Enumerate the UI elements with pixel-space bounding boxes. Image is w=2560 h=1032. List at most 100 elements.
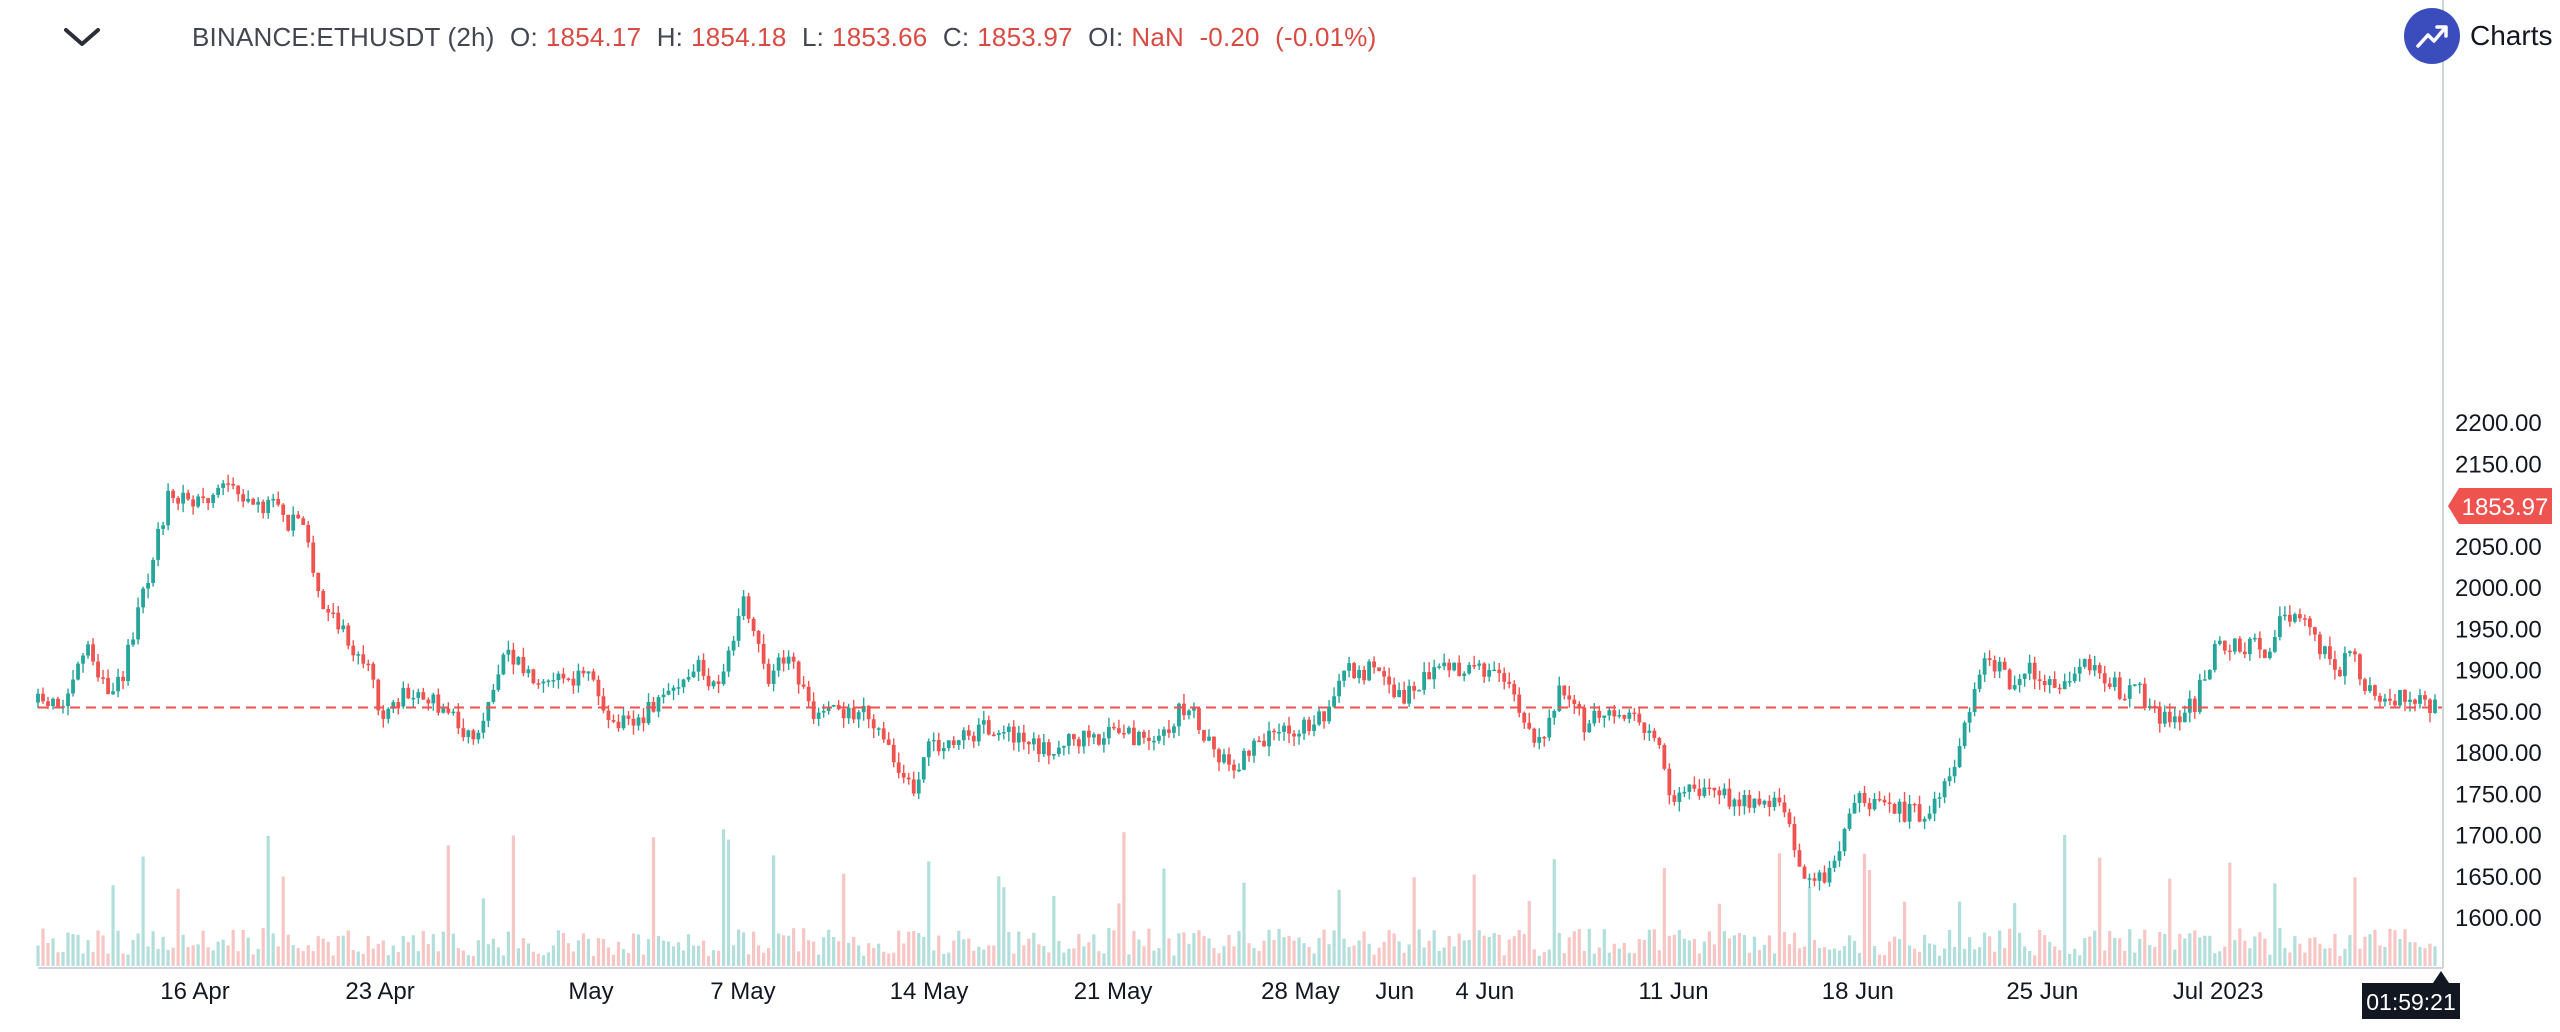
- charts-badge-label[interactable]: Charts p: [2470, 20, 2560, 51]
- volume-bar: [1973, 949, 1977, 966]
- candle-body: [981, 720, 986, 725]
- volume-bar: [1902, 901, 1907, 966]
- candle-body: [1657, 738, 1662, 746]
- candle-body: [1302, 719, 1306, 734]
- volume-bar: [1132, 931, 1136, 966]
- candle-body: [1372, 661, 1377, 668]
- volume-bar: [1457, 933, 1461, 966]
- volume-bar: [1627, 952, 1631, 966]
- volume-bar: [596, 938, 601, 966]
- candle-body: [2037, 679, 2042, 682]
- volume-bar: [276, 946, 280, 966]
- volume-bar: [1792, 932, 1797, 966]
- trend-up-icon[interactable]: [2404, 8, 2460, 64]
- volume-bar: [1052, 895, 1056, 966]
- volume-bar: [2253, 936, 2257, 966]
- volume-bar: [181, 934, 185, 966]
- volume-bar: [1532, 949, 1536, 966]
- volume-bar: [71, 934, 75, 966]
- volume-bar: [561, 933, 566, 966]
- volume-bar: [501, 955, 505, 966]
- candle-body: [2282, 614, 2287, 617]
- volume-bar: [2273, 883, 2277, 966]
- candle-body: [371, 663, 376, 680]
- volume-bar: [416, 951, 420, 966]
- candle-body: [2007, 669, 2012, 690]
- volume-bar: [1993, 951, 1997, 966]
- volume-bar: [2038, 929, 2042, 966]
- candle-body: [1872, 798, 1877, 810]
- volume-bar: [997, 876, 1001, 966]
- candle-body: [781, 657, 786, 664]
- candle-body: [1947, 776, 1952, 782]
- volume-bar: [1287, 936, 1291, 966]
- candle-body: [1267, 730, 1271, 747]
- candle-body: [76, 663, 80, 680]
- volume-bar: [1582, 950, 1586, 966]
- candle-body: [711, 681, 716, 687]
- candle-body: [1462, 673, 1467, 677]
- candle-body: [861, 705, 866, 713]
- volume-bar: [1807, 887, 1812, 966]
- candle-body: [1707, 787, 1712, 790]
- volume-bar: [2178, 933, 2182, 966]
- volume-bar: [2283, 947, 2287, 966]
- candle-body: [1807, 878, 1812, 880]
- candle-body: [1742, 794, 1747, 807]
- candle-body: [1737, 799, 1742, 807]
- volume-bar: [356, 951, 360, 966]
- volume-bar: [1687, 940, 1691, 966]
- volume-bar: [1072, 948, 1076, 966]
- volume-bar: [1612, 943, 1616, 966]
- candle-body: [1762, 800, 1767, 805]
- volume-bar: [1242, 882, 1246, 966]
- candle-body: [746, 596, 751, 619]
- volume-bar: [636, 934, 641, 966]
- candle-body: [2027, 662, 2032, 674]
- volume-bar: [626, 952, 631, 966]
- volume-bar: [1407, 944, 1411, 966]
- candle-body: [1597, 710, 1602, 718]
- time-axis[interactable]: 16 Apr 23 Apr May 7 May 14 May 21 May 28 May Ju…: [160, 978, 2263, 1005]
- volume-bar: [1427, 940, 1431, 966]
- volume-bar: [456, 948, 460, 966]
- y-tick-label: 1950.00: [2455, 616, 2542, 643]
- volume-bar: [2183, 938, 2187, 966]
- chevron-down-icon[interactable]: [58, 20, 106, 56]
- volume-bar: [586, 938, 591, 966]
- candle-body: [246, 498, 251, 502]
- volume-bar: [1917, 951, 1922, 966]
- candle-body: [1016, 732, 1021, 743]
- candle-body: [1232, 764, 1236, 771]
- candle-body: [2072, 673, 2077, 682]
- volume-bar: [731, 945, 736, 966]
- volume-bar: [491, 938, 495, 966]
- candle-body: [266, 499, 271, 514]
- candle-body: [1877, 798, 1882, 801]
- volume-bar: [1162, 868, 1166, 966]
- candle-body: [2042, 681, 2047, 686]
- volume-bar: [932, 950, 936, 966]
- volume-bar: [1252, 947, 1256, 966]
- candle-body: [156, 528, 161, 560]
- candle-body: [426, 699, 431, 704]
- candle-body: [1402, 689, 1407, 704]
- volume-bar: [296, 947, 300, 966]
- volume-bar: [1787, 944, 1792, 966]
- volume-bar: [1347, 946, 1351, 966]
- volume-bar: [306, 945, 310, 966]
- symbol-label[interactable]: BINANCE:ETHUSDT (2h): [192, 22, 495, 52]
- ohlc-legend: BINANCE:ETHUSDT (2h) O: 1854.17 H: 1854.18…: [192, 22, 1384, 53]
- candle-body: [1727, 788, 1732, 807]
- volume-bar: [291, 945, 295, 966]
- volume-bar: [922, 936, 926, 966]
- open-label: O:: [510, 22, 538, 52]
- volume-bar: [446, 845, 450, 966]
- candle-body: [1777, 797, 1782, 803]
- candle-body: [221, 483, 226, 488]
- volume-bar: [1397, 941, 1401, 966]
- candle-body: [1602, 715, 1607, 718]
- volume-bar: [176, 888, 180, 966]
- volume-bar: [266, 835, 270, 966]
